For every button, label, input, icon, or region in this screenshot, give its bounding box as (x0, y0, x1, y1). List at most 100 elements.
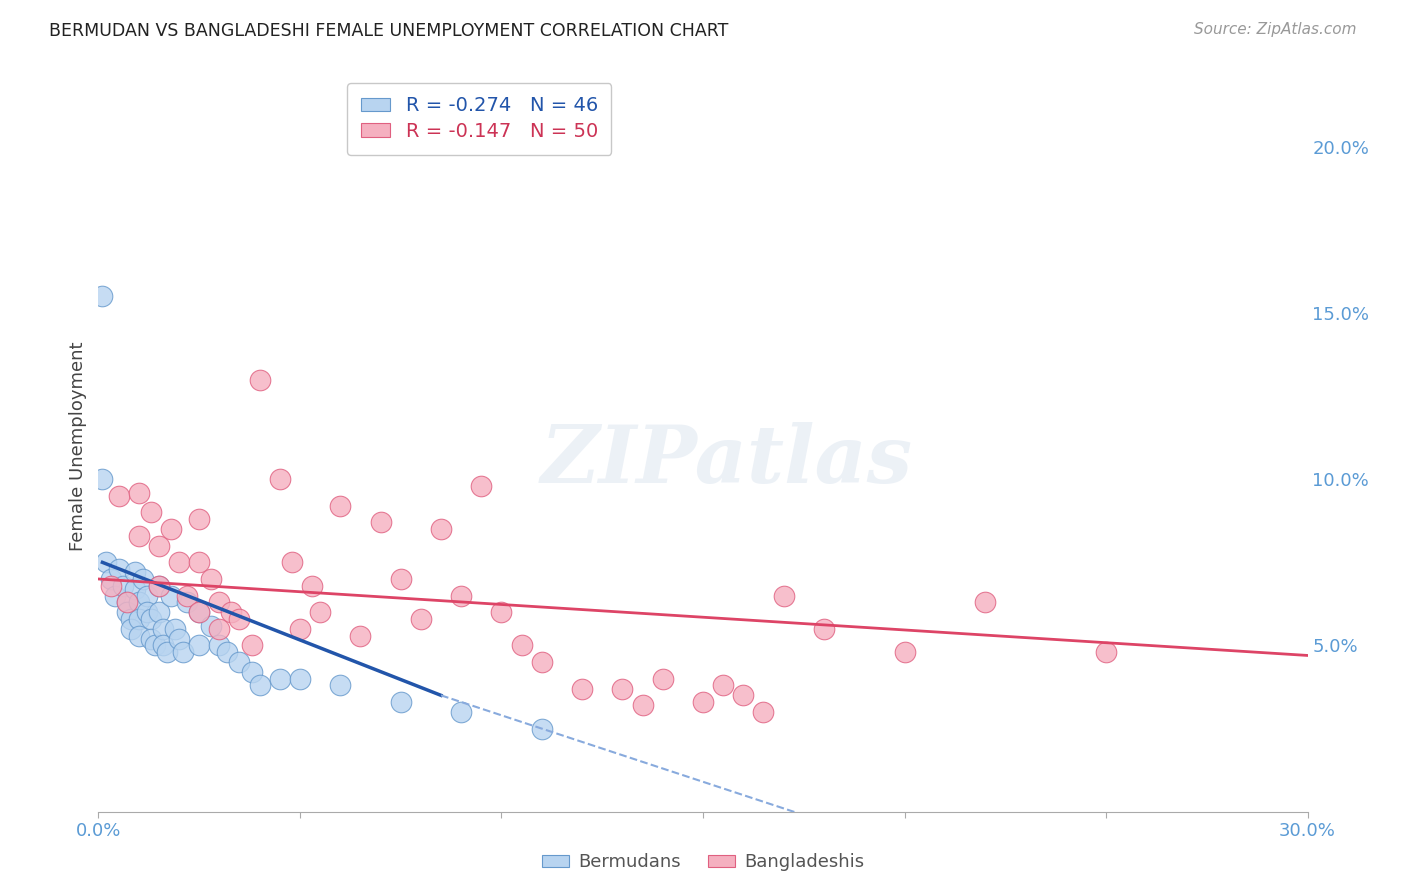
Point (974, 595, 997, 609)
Point (188, 512, 211, 526)
Y-axis label: Female Unemployment: Female Unemployment (69, 342, 87, 550)
Point (152, 622, 174, 636)
Point (167, 555, 190, 569)
Point (752, 705, 775, 719)
Point (172, 645, 194, 659)
Point (128, 612, 150, 626)
Point (711, 678, 734, 692)
Point (128, 529, 150, 543)
Point (156, 645, 179, 659)
Point (120, 612, 142, 626)
Point (188, 605, 211, 619)
Point (269, 672, 291, 686)
Point (409, 612, 432, 626)
Point (450, 589, 472, 603)
Point (96, 555, 118, 569)
Legend: R = -0.274   N = 46, R = -0.147   N = 50: R = -0.274 N = 46, R = -0.147 N = 50 (347, 83, 612, 154)
Point (176, 595, 198, 609)
Point (430, 522, 453, 536)
Point (188, 555, 211, 569)
Point (208, 595, 231, 609)
Point (309, 605, 332, 619)
Point (139, 506, 162, 520)
Point (128, 485, 150, 500)
Point (389, 695, 412, 709)
Point (329, 499, 352, 513)
Point (651, 672, 673, 686)
Text: ZIPatlas: ZIPatlas (541, 422, 914, 500)
Point (148, 539, 170, 553)
Point (240, 665, 263, 679)
Legend: Bermudans, Bangladeshis: Bermudans, Bangladeshis (534, 847, 872, 879)
Point (631, 698, 654, 713)
Point (813, 622, 835, 636)
Point (530, 655, 553, 669)
Point (772, 589, 794, 603)
Text: Source: ZipAtlas.com: Source: ZipAtlas.com (1194, 22, 1357, 37)
Point (115, 605, 138, 619)
Point (389, 572, 412, 586)
Point (128, 595, 150, 609)
Point (120, 622, 142, 636)
Point (152, 639, 174, 653)
Point (240, 639, 263, 653)
Point (470, 479, 492, 493)
Point (143, 639, 166, 653)
Point (135, 605, 157, 619)
Point (139, 612, 162, 626)
Point (200, 618, 222, 632)
Point (91, 289, 114, 303)
Point (893, 645, 915, 659)
Point (208, 639, 231, 653)
Point (115, 595, 138, 609)
Point (571, 681, 593, 696)
Text: BERMUDAN VS BANGLADESHI FEMALE UNEMPLOYMENT CORRELATION CHART: BERMUDAN VS BANGLADESHI FEMALE UNEMPLOYM… (49, 22, 728, 40)
Point (148, 605, 170, 619)
Point (301, 579, 323, 593)
Point (200, 572, 222, 586)
Point (107, 489, 129, 503)
Point (135, 589, 157, 603)
Point (128, 628, 150, 642)
Point (249, 372, 271, 386)
Point (100, 579, 122, 593)
Point (530, 722, 553, 736)
Point (163, 622, 186, 636)
Point (139, 632, 162, 646)
Point (91, 472, 114, 486)
Point (188, 605, 211, 619)
Point (115, 595, 138, 609)
Point (103, 589, 125, 603)
Point (281, 555, 304, 569)
Point (510, 639, 533, 653)
Point (148, 579, 170, 593)
Point (1095, 645, 1118, 659)
Point (288, 672, 311, 686)
Point (100, 572, 122, 586)
Point (370, 516, 392, 530)
Point (692, 695, 714, 709)
Point (217, 645, 239, 659)
Point (228, 655, 250, 669)
Point (491, 605, 513, 619)
Point (733, 689, 755, 703)
Point (450, 705, 472, 719)
Point (124, 582, 146, 596)
Point (124, 566, 146, 580)
Point (249, 678, 271, 692)
Point (188, 639, 211, 653)
Point (612, 681, 634, 696)
Point (269, 472, 291, 486)
Point (111, 579, 134, 593)
Point (208, 622, 231, 636)
Point (148, 579, 170, 593)
Point (228, 612, 250, 626)
Point (167, 632, 190, 646)
Point (288, 622, 311, 636)
Point (107, 562, 129, 576)
Point (349, 628, 371, 642)
Point (221, 605, 243, 619)
Point (176, 589, 198, 603)
Point (329, 678, 352, 692)
Point (160, 522, 183, 536)
